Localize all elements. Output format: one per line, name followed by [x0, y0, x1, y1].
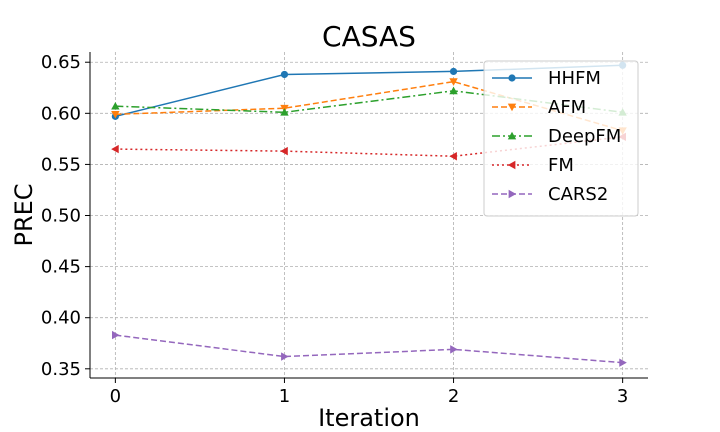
data-point: [280, 70, 289, 79]
legend-box: [483, 60, 639, 217]
y-tick-label: 0.45: [41, 257, 81, 278]
y-tick-label: 0.65: [41, 52, 81, 73]
legend-label: AFM: [548, 97, 586, 118]
x-tick-label: 0: [110, 386, 121, 407]
series-line: [115, 334, 623, 364]
data-point: [111, 144, 119, 154]
x-tick-label: 1: [279, 386, 290, 407]
legend-marker: [507, 131, 517, 140]
data-point: [449, 67, 458, 76]
data-point: [112, 330, 120, 340]
data-point: [449, 152, 457, 161]
legend-entry: FM: [492, 155, 574, 176]
legend-entry: HHFM: [492, 68, 601, 89]
data-point: [449, 86, 458, 95]
data-point: [281, 352, 289, 361]
legend-label: DeepFM: [548, 126, 621, 147]
legend-label: CARS2: [548, 184, 608, 205]
y-tick-label: 0.50: [41, 206, 81, 227]
x-ticks: 0 1 2 3: [110, 378, 628, 407]
legend-marker: [507, 160, 516, 170]
data-point: [280, 108, 289, 116]
y-tick-label: 0.60: [41, 103, 81, 124]
x-tick-label: 3: [617, 386, 628, 407]
legend-label: HHFM: [548, 68, 601, 89]
chart-title: CASAS: [322, 20, 416, 53]
y-tick-label: 0.35: [41, 359, 81, 380]
y-ticks: 0.35 0.40 0.45 0.50 0.55 0.60 0.65: [41, 52, 90, 380]
data-point: [111, 101, 120, 110]
legend: HHFM AFM DeepFM FM CARS2: [483, 60, 639, 217]
data-point: [280, 146, 288, 156]
legend-marker: [507, 103, 517, 112]
x-axis-label: Iteration: [318, 404, 420, 432]
legend-marker: [508, 74, 516, 82]
legend-entry: CARS2: [492, 184, 608, 205]
data-point: [619, 358, 627, 367]
legend-label: FM: [548, 155, 574, 176]
data-point: [449, 78, 458, 86]
series-cars2: [112, 330, 627, 367]
legend-entry: AFM: [492, 97, 586, 118]
legend-marker: [508, 189, 517, 199]
data-point: [450, 345, 458, 354]
data-point: [111, 110, 120, 119]
y-tick-label: 0.55: [41, 154, 81, 175]
legend-entry: DeepFM: [492, 126, 621, 147]
x-tick-label: 2: [448, 386, 459, 407]
axes-spines: [89, 52, 648, 379]
y-axis-label: PREC: [10, 183, 38, 246]
y-tick-label: 0.40: [41, 308, 81, 329]
series-line: [115, 90, 623, 114]
